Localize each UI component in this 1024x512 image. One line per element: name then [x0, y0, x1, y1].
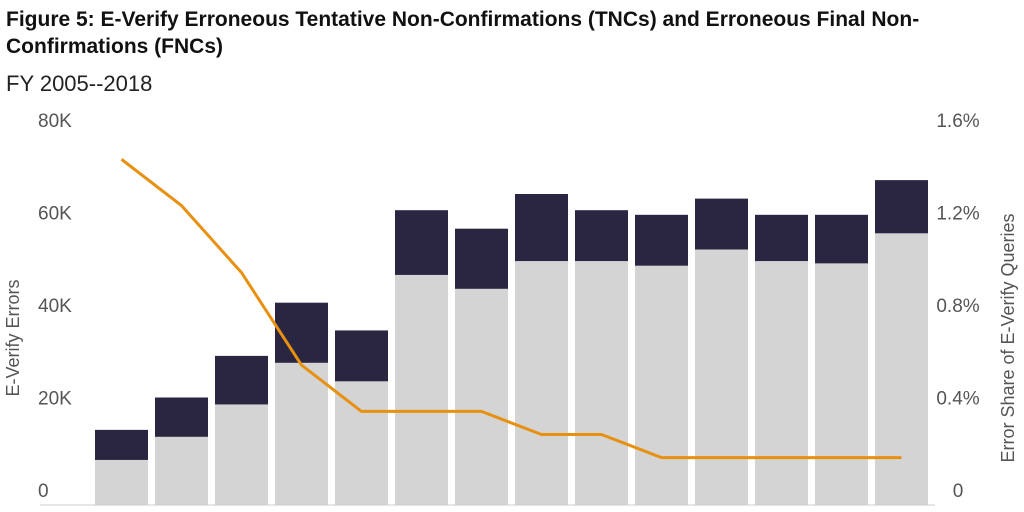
left-axis-ticks: 0 20K 40K 60K 80K: [38, 111, 72, 502]
right-axis-tick: 0: [953, 481, 964, 502]
bar-base-2014: [635, 265, 688, 505]
bar-cap-2006: [155, 397, 208, 437]
bar-cap-2017: [815, 214, 868, 264]
bar-cap-2009: [335, 330, 388, 382]
bar-base-2009: [335, 381, 388, 505]
bar-base-2013: [575, 261, 628, 505]
error-share-line: [120, 158, 902, 460]
bar-base-2018: [875, 233, 928, 505]
bar-base-2015: [695, 249, 748, 505]
bar-base-2016: [755, 261, 808, 505]
bar-cap-2012: [515, 194, 568, 262]
left-axis-tick: 0: [38, 481, 49, 502]
left-axis-tick: 40K: [38, 296, 72, 317]
bar-cap-2008: [275, 302, 328, 363]
bar-base-2005: [95, 459, 148, 505]
left-axis-tick: 20K: [38, 389, 72, 410]
chart-subtitle: FY 2005--2018: [6, 71, 153, 96]
bar-cap-2005: [95, 429, 148, 460]
bars: [95, 180, 928, 505]
bar-cap-2010: [395, 210, 448, 275]
bar-base-2007: [215, 404, 268, 505]
bar-base-2010: [395, 274, 448, 505]
bar-cap-2011: [455, 228, 508, 289]
bar-cap-2007: [215, 355, 268, 405]
right-axis-tick: 1.2%: [936, 204, 979, 225]
right-axis-tick: 0.8%: [936, 296, 979, 317]
right-axis-title: Error Share of E-Verify Queries: [998, 213, 1018, 462]
left-axis-tick: 80K: [38, 111, 72, 132]
left-axis-tick: 60K: [38, 204, 72, 225]
bar-cap-2016: [755, 214, 808, 262]
bar-base-2008: [275, 362, 328, 505]
bar-cap-2018: [875, 180, 928, 234]
bar-base-2017: [815, 263, 868, 505]
left-axis-title: E-Verify Errors: [3, 279, 23, 396]
right-axis-tick: 0.4%: [936, 389, 979, 410]
right-axis-ticks: 0 0.4% 0.8% 1.2% 1.6%: [936, 111, 979, 502]
bar-base-2012: [515, 261, 568, 505]
chart-title: Figure 5: E-Verify Erroneous Tentative N…: [6, 8, 920, 58]
bar-base-2011: [455, 288, 508, 505]
right-axis-tick: 1.6%: [936, 111, 979, 132]
bar-cap-2013: [575, 210, 628, 262]
bar-cap-2014: [635, 214, 688, 266]
bar-cap-2015: [695, 198, 748, 250]
bar-base-2006: [155, 436, 208, 505]
